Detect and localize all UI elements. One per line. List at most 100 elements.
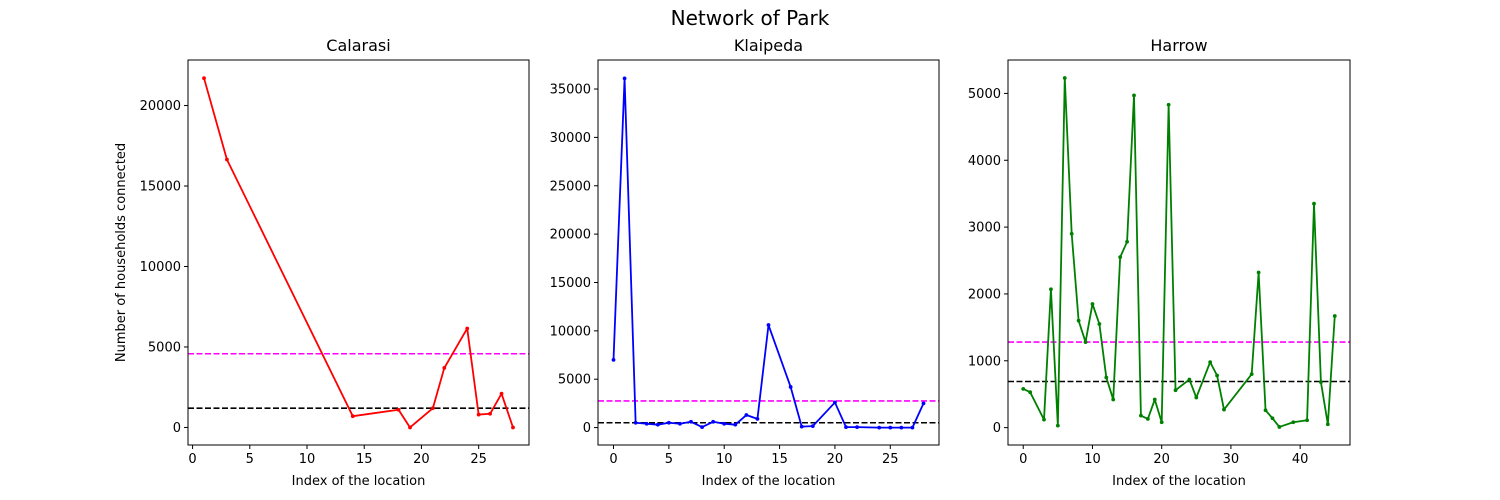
data-point <box>1062 76 1067 80</box>
data-point <box>1305 418 1309 423</box>
data-point <box>1194 395 1199 400</box>
x-tick-label: 15 <box>771 452 788 467</box>
data-point <box>611 357 616 362</box>
data-point <box>877 425 882 430</box>
y-tick-label: 0 <box>583 421 591 436</box>
data-point <box>1312 201 1316 206</box>
subplot-1: Calarasi 0 5 10 15 20 25 0 5000 10000 15000 20000 In… <box>114 36 530 489</box>
x-tick-label: 40 <box>1292 452 1309 467</box>
data-point <box>1215 373 1219 378</box>
y-axis-label: Number of households connected <box>114 143 129 362</box>
data-point <box>1145 417 1150 421</box>
figure-title: Network of Park <box>671 6 830 30</box>
subplot-title: Harrow <box>1150 36 1207 55</box>
y-tick-label: 0 <box>173 421 181 436</box>
data-point <box>633 420 638 425</box>
data-point <box>1159 420 1164 425</box>
data-point <box>733 422 738 427</box>
x-tick-label: 30 <box>1223 452 1240 467</box>
x-tick-label: 25 <box>470 452 487 467</box>
data-point <box>408 425 412 430</box>
x-tick-label: 20 <box>827 452 844 467</box>
axes-frame <box>1007 59 1351 446</box>
data-point <box>655 422 660 427</box>
data-point <box>476 412 481 417</box>
data-point <box>202 76 206 81</box>
y-tick-label: 25000 <box>550 179 591 194</box>
x-tick-label: 15 <box>356 452 373 467</box>
subplot-title: Klaipeda <box>734 36 803 55</box>
data-point <box>678 421 682 426</box>
data-point <box>1187 377 1192 382</box>
y-tick-label: 10000 <box>140 260 181 275</box>
x-tick-label: 20 <box>1153 452 1170 467</box>
y-tick-label: 4000 <box>968 154 1001 169</box>
data-point <box>1083 340 1088 344</box>
x-tick-label: 5 <box>246 452 254 467</box>
y-tick-label: 10000 <box>550 324 591 339</box>
data-point <box>844 425 848 430</box>
data-point <box>1263 408 1268 413</box>
data-point <box>1055 423 1060 428</box>
x-tick-label: 0 <box>609 452 617 467</box>
data-point <box>1291 420 1296 425</box>
data-point <box>1277 425 1282 429</box>
data-point <box>899 425 904 430</box>
data-point <box>1222 407 1226 412</box>
y-tick-label: 15000 <box>140 180 181 195</box>
data-point <box>1208 360 1213 365</box>
x-tick-label: 10 <box>299 452 316 467</box>
data-point <box>465 326 470 331</box>
y-tick-label: 1000 <box>968 354 1001 369</box>
data-point <box>622 76 627 81</box>
y-tick-label: 2000 <box>968 287 1001 302</box>
data-point <box>1104 375 1109 380</box>
data-point <box>1166 102 1171 107</box>
y-tick-label: 3000 <box>968 221 1001 236</box>
data-point <box>833 400 837 405</box>
subplot-2: Klaipeda 0 5 10 15 20 25 0 5000 10000 15000 20000 25… <box>550 36 940 489</box>
y-tick-label: 20000 <box>550 228 591 243</box>
data-point <box>1319 380 1323 385</box>
data-point <box>1069 231 1074 236</box>
axes-frame <box>187 59 530 446</box>
data-point <box>1049 287 1053 292</box>
data-point <box>225 157 229 162</box>
data-point <box>1028 390 1033 395</box>
data-point <box>442 366 447 370</box>
data-point <box>1325 422 1330 427</box>
x-tick-label: 0 <box>1019 452 1027 467</box>
subplot-title: Calarasi <box>326 36 390 55</box>
data-point <box>711 419 716 424</box>
data-point <box>788 385 793 389</box>
data-point <box>1021 386 1026 391</box>
data-point <box>1118 255 1123 260</box>
data-point <box>855 425 859 430</box>
y-tick-label: 35000 <box>550 83 591 98</box>
y-tick-label: 30000 <box>550 131 591 146</box>
x-axis-label: Index of the location <box>292 474 426 489</box>
y-tick-label: 5000 <box>558 373 591 388</box>
y-tick-label: 5000 <box>148 340 181 355</box>
data-point <box>755 416 760 421</box>
data-point <box>644 421 649 426</box>
data-point <box>888 425 893 430</box>
data-point <box>396 407 401 412</box>
data-point <box>511 425 515 430</box>
x-tick-label: 10 <box>1084 452 1101 467</box>
y-tick-label: 15000 <box>550 276 591 291</box>
x-tick-label: 20 <box>413 452 430 467</box>
series-line <box>203 77 514 429</box>
x-axis-label: Index of the location <box>702 474 836 489</box>
data-point <box>430 406 435 411</box>
data-point <box>1042 417 1046 422</box>
data-point <box>1249 372 1254 377</box>
data-point <box>910 425 915 430</box>
data-point <box>1132 93 1136 98</box>
data-point <box>1332 314 1337 318</box>
data-point <box>666 420 671 425</box>
data-point <box>722 421 727 426</box>
data-point <box>1270 416 1275 421</box>
